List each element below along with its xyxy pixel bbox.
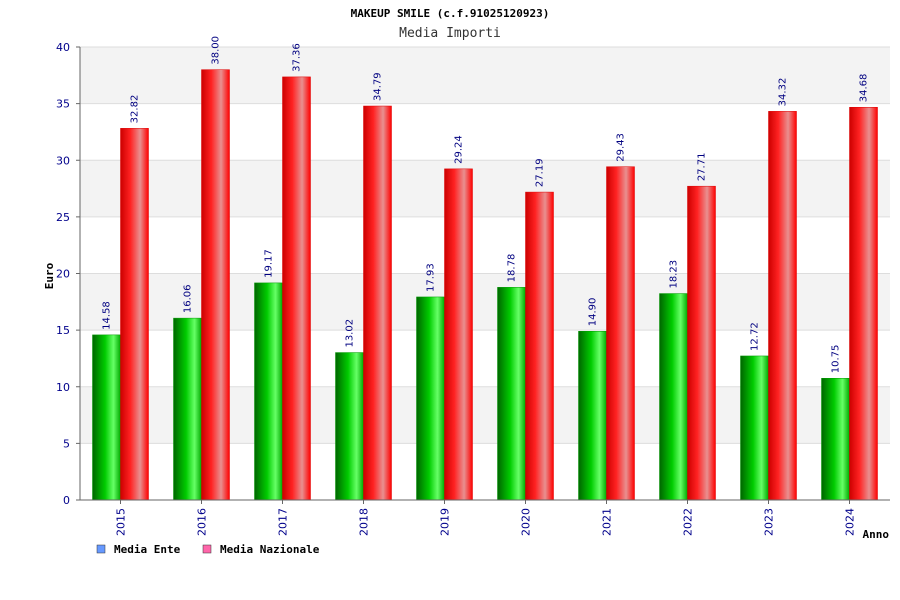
- y-tick-label: 40: [56, 41, 70, 54]
- y-tick-label: 25: [56, 211, 70, 224]
- data-label: 34.79: [373, 72, 384, 101]
- x-tick-label: 2015: [115, 508, 128, 536]
- x-tick-label: 2017: [277, 508, 290, 536]
- y-axis-ticks: 0 5 10 15 20 25 30 35 40: [56, 41, 80, 507]
- x-tick-label: 2019: [439, 508, 452, 536]
- bar-media-ente: [578, 331, 607, 501]
- legend: Media Ente Media Nazionale: [96, 543, 320, 556]
- y-tick-label: 35: [56, 98, 70, 111]
- bar-media-ente: [254, 282, 283, 501]
- chart-subtitle: Media Importi: [399, 26, 501, 41]
- bar-media-nazionale: [768, 111, 797, 501]
- bar-media-ente: [173, 317, 202, 501]
- chart-title: MAKEUP SMILE (c.f.91025120923): [351, 7, 550, 20]
- bar-media-ente: [497, 287, 526, 501]
- data-label: 16.06: [183, 284, 194, 313]
- y-tick-label: 0: [63, 494, 70, 507]
- data-label: 10.75: [831, 345, 842, 374]
- y-tick-label: 15: [56, 324, 70, 337]
- data-label: 27.71: [697, 153, 708, 182]
- bar-media-nazionale: [282, 76, 311, 501]
- bar-media-nazionale: [849, 106, 878, 501]
- bar-media-ente: [416, 296, 445, 501]
- y-tick-label: 5: [63, 437, 70, 450]
- bar-media-nazionale: [444, 168, 473, 501]
- bar-media-ente: [821, 378, 850, 501]
- data-label: 17.93: [426, 263, 437, 292]
- data-label: 14.90: [588, 298, 599, 327]
- bar-media-nazionale: [201, 69, 230, 501]
- legend-label-media-ente: Media Ente: [114, 543, 181, 556]
- data-label: 34.32: [778, 78, 789, 107]
- x-tick-label: 2016: [196, 508, 209, 536]
- legend-swatch-media-nazionale: [202, 544, 212, 554]
- x-tick-label: 2018: [358, 508, 371, 536]
- bar-media-nazionale: [687, 185, 716, 501]
- data-label: 34.68: [859, 74, 870, 103]
- bar-media-nazionale: [525, 191, 554, 501]
- x-axis-ticks: 2015 2016 2017 2018 2019 2020 2021 2022 2023 2024: [115, 500, 857, 536]
- x-tick-label: 2021: [601, 508, 614, 536]
- x-tick-label: 2023: [763, 508, 776, 536]
- data-label: 14.58: [102, 301, 113, 330]
- data-label: 32.82: [130, 95, 141, 124]
- y-axis-label: Euro: [43, 262, 56, 289]
- legend-swatch-media-ente: [96, 544, 106, 554]
- x-tick-label: 2020: [520, 508, 533, 536]
- x-tick-label: 2024: [844, 508, 857, 536]
- bar-media-ente: [659, 293, 688, 501]
- bar-media-nazionale: [606, 166, 635, 501]
- bar-media-ente: [335, 352, 364, 501]
- data-label: 27.19: [535, 158, 546, 187]
- bar-media-nazionale: [363, 105, 392, 501]
- y-tick-label: 10: [56, 381, 70, 394]
- data-label: 19.17: [264, 249, 275, 278]
- y-tick-label: 30: [56, 154, 70, 167]
- bar-media-nazionale: [120, 128, 149, 501]
- data-label: 13.02: [345, 319, 356, 348]
- bar-media-ente: [92, 334, 121, 501]
- x-axis-label: Anno: [863, 528, 890, 541]
- data-label: 18.78: [507, 254, 518, 283]
- x-tick-label: 2022: [682, 508, 695, 536]
- bar-media-ente: [740, 355, 769, 501]
- y-tick-label: 20: [56, 268, 70, 281]
- data-labels: 14.58 32.82 16.06 38.00 19.17 37.36 13.02 34.79…: [102, 36, 870, 373]
- data-label: 18.23: [669, 260, 680, 289]
- data-label: 38.00: [211, 36, 222, 65]
- data-label: 29.43: [616, 133, 627, 162]
- data-label: 37.36: [292, 43, 303, 72]
- legend-label-media-nazionale: Media Nazionale: [220, 543, 320, 556]
- data-label: 29.24: [454, 135, 465, 164]
- bars: [92, 69, 878, 501]
- data-label: 12.72: [750, 322, 761, 351]
